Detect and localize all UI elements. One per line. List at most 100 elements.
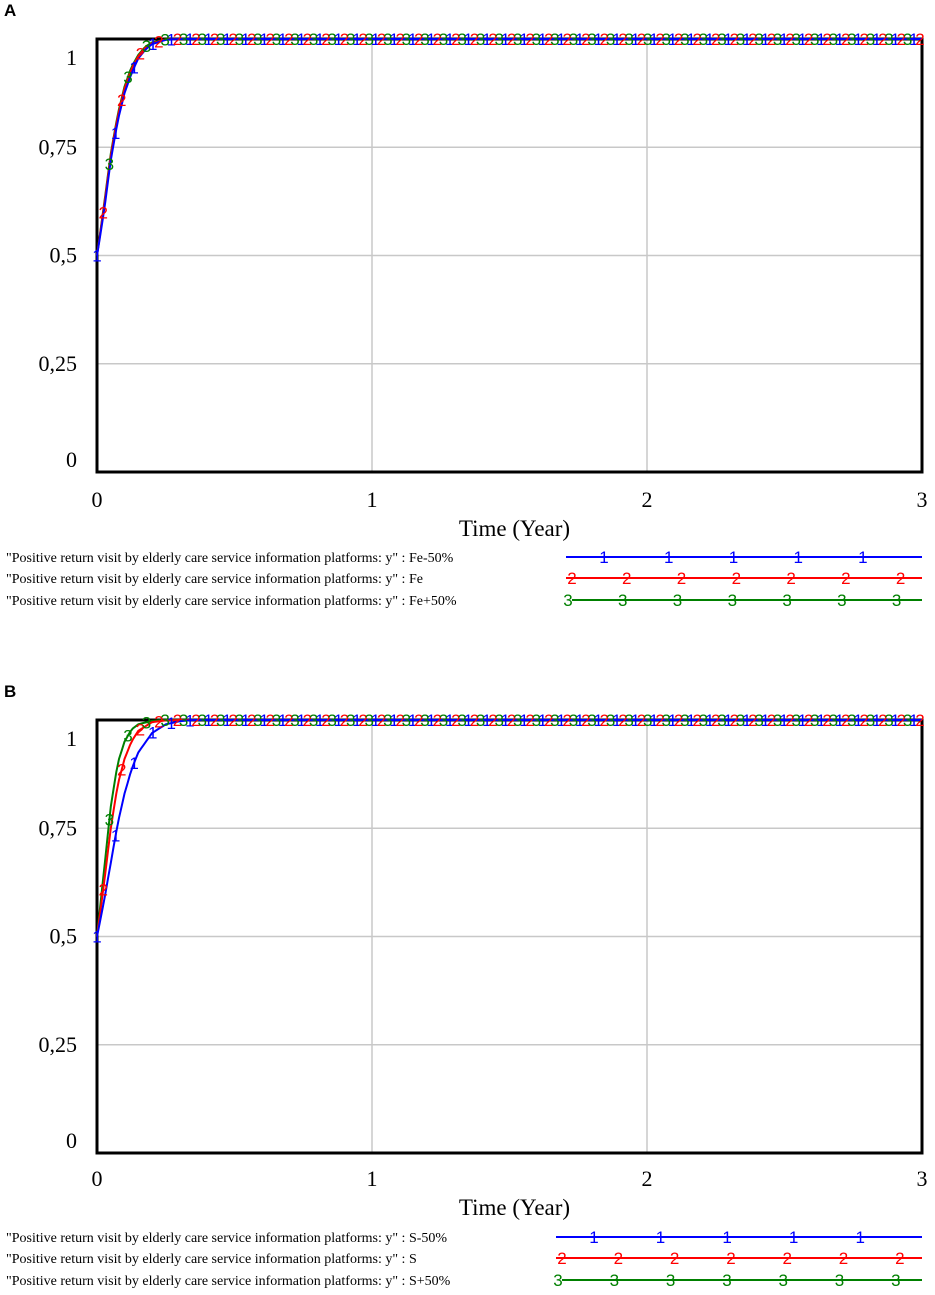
legend-marker-2: 2 — [614, 1249, 623, 1268]
legend-marker-3: 3 — [618, 591, 627, 610]
series-marker-2: 2 — [730, 30, 739, 49]
series-marker-1: 1 — [798, 30, 807, 49]
series-marker-1: 1 — [445, 30, 454, 49]
series-marker-3: 3 — [791, 30, 800, 49]
series-marker-3: 3 — [513, 711, 522, 730]
series-marker-1: 1 — [649, 711, 658, 730]
series-marker-1: 1 — [111, 124, 120, 143]
series-marker-3: 3 — [365, 30, 374, 49]
legend-marker-1: 1 — [793, 548, 802, 567]
y-tick-label: 0,5 — [50, 243, 78, 268]
series-marker-2: 2 — [878, 30, 887, 49]
legend-marker-3: 3 — [837, 591, 846, 610]
series-marker-1: 1 — [761, 711, 770, 730]
legend-marker-3: 3 — [722, 1271, 731, 1290]
series-marker-3: 3 — [643, 711, 652, 730]
legend-marker-2: 2 — [557, 1249, 566, 1268]
series-marker-2: 2 — [266, 30, 275, 49]
series-marker-1: 1 — [853, 30, 862, 49]
series-marker-3: 3 — [699, 30, 708, 49]
x-tick-label: 3 — [917, 1166, 928, 1191]
series-marker-3: 3 — [327, 30, 336, 49]
series-marker-2: 2 — [544, 711, 553, 730]
series-marker-1: 1 — [686, 711, 695, 730]
series-marker-1: 1 — [222, 711, 231, 730]
legend-marker-3: 3 — [782, 591, 791, 610]
series-marker-2: 2 — [451, 711, 460, 730]
series-marker-1: 1 — [872, 711, 881, 730]
series-marker-1: 1 — [538, 30, 547, 49]
legend-marker-2: 2 — [839, 1249, 848, 1268]
series-marker-1: 1 — [92, 247, 101, 266]
series-marker-1: 1 — [315, 30, 324, 49]
series-marker-1: 1 — [129, 754, 138, 773]
legend-entry-label: "Positive return visit by elderly care s… — [6, 551, 454, 566]
series-marker-1: 1 — [445, 711, 454, 730]
legend-marker-2: 2 — [895, 1249, 904, 1268]
legend-marker-2: 2 — [622, 569, 631, 588]
series-marker-3: 3 — [550, 711, 559, 730]
series-marker-2: 2 — [860, 711, 869, 730]
series-marker-1: 1 — [185, 30, 194, 49]
series-marker-1: 1 — [575, 30, 584, 49]
series-marker-3: 3 — [290, 30, 299, 49]
series-marker-1: 1 — [204, 30, 213, 49]
series-marker-1: 1 — [575, 711, 584, 730]
series-marker-2: 2 — [525, 711, 534, 730]
series-marker-2: 2 — [358, 711, 367, 730]
x-tick-label: 2 — [642, 487, 653, 512]
series-marker-1: 1 — [222, 30, 231, 49]
series-marker-2: 2 — [98, 204, 107, 223]
series-marker-3: 3 — [197, 30, 206, 49]
series-marker-3: 3 — [383, 711, 392, 730]
series-marker-2: 2 — [321, 30, 330, 49]
series-marker-1: 1 — [464, 711, 473, 730]
series-marker-2: 2 — [692, 711, 701, 730]
legend-marker-2: 2 — [841, 569, 850, 588]
series-marker-2: 2 — [822, 30, 831, 49]
series-marker-3: 3 — [365, 711, 374, 730]
panel-letter: B — [4, 682, 16, 701]
series-marker-1: 1 — [278, 711, 287, 730]
series-marker-1: 1 — [389, 711, 398, 730]
series-marker-3: 3 — [253, 30, 262, 49]
series-marker-1: 1 — [315, 711, 324, 730]
series-marker-3: 3 — [606, 711, 615, 730]
series-marker-1: 1 — [835, 711, 844, 730]
series-marker-1: 1 — [278, 30, 287, 49]
series-marker-1: 1 — [668, 30, 677, 49]
series-marker-1: 1 — [816, 711, 825, 730]
series-marker-2: 2 — [377, 30, 386, 49]
legend-marker-2: 2 — [786, 569, 795, 588]
series-marker-1: 1 — [556, 30, 565, 49]
x-axis-title: Time (Year) — [459, 1195, 570, 1220]
series-marker-3: 3 — [309, 711, 318, 730]
legend-entry-label: "Positive return visit by elderly care s… — [6, 1231, 447, 1246]
series-marker-3: 3 — [569, 30, 578, 49]
series-marker-1: 1 — [798, 711, 807, 730]
series-marker-1: 1 — [111, 827, 120, 846]
series-marker-2: 2 — [711, 711, 720, 730]
series-marker-2: 2 — [841, 711, 850, 730]
series-marker-1: 1 — [723, 711, 732, 730]
series-marker-3: 3 — [142, 713, 151, 732]
series-marker-1: 1 — [593, 30, 602, 49]
series-marker-3: 3 — [494, 30, 503, 49]
series-marker-3: 3 — [680, 30, 689, 49]
series-marker-3: 3 — [550, 30, 559, 49]
legend-marker-3: 3 — [563, 591, 572, 610]
y-tick-label: 0 — [66, 447, 77, 472]
series-marker-2: 2 — [284, 30, 293, 49]
series-marker-3: 3 — [717, 711, 726, 730]
series-marker-3: 3 — [532, 711, 541, 730]
legend-marker-1: 1 — [664, 548, 673, 567]
series-marker-3: 3 — [847, 711, 856, 730]
series-marker-1: 1 — [668, 711, 677, 730]
legend-marker-1: 1 — [656, 1228, 665, 1247]
series-marker-2: 2 — [284, 711, 293, 730]
series-marker-2: 2 — [154, 712, 163, 731]
series-marker-3: 3 — [699, 711, 708, 730]
series-marker-1: 1 — [334, 30, 343, 49]
series-marker-2: 2 — [637, 711, 646, 730]
